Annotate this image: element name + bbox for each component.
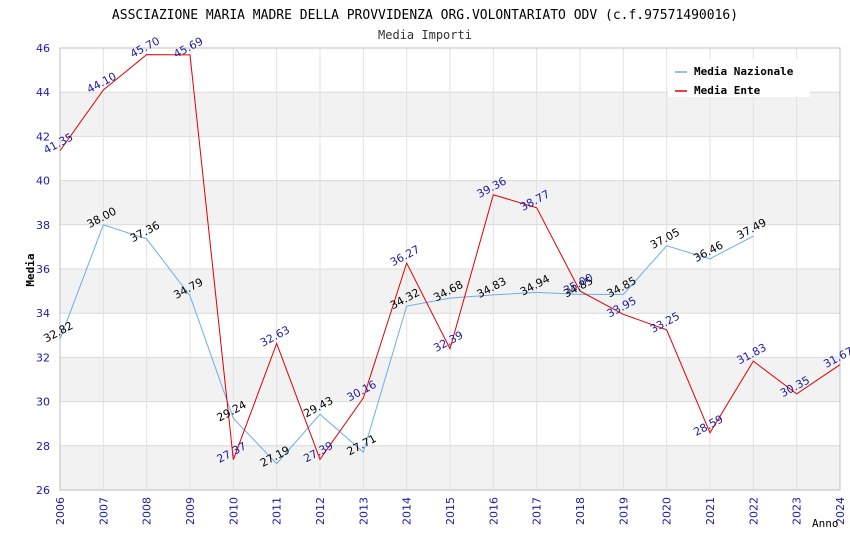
data-label-ente: 45.69 [171, 35, 205, 61]
legend-box [668, 59, 810, 97]
x-tick-label: 2011 [271, 497, 284, 525]
chart-title: ASSCIAZIONE MARIA MADRE DELLA PROVVIDENZ… [112, 8, 738, 23]
x-tick-label: 2021 [704, 497, 717, 525]
data-label-ente: 45.70 [128, 34, 162, 60]
axes [59, 47, 841, 491]
x-tick-label: 2008 [141, 497, 154, 525]
y-tick-label: 40 [36, 175, 50, 188]
y-tick-label: 28 [36, 440, 50, 453]
x-tick-label: 2009 [184, 497, 197, 525]
x-tick-label: 2022 [747, 497, 760, 525]
data-label-ente: 36.27 [388, 243, 422, 269]
plot-frame [59, 47, 841, 491]
series-line-ente [59, 54, 841, 461]
x-tick-label: 2017 [531, 497, 544, 525]
data-label-ente: 32.39 [431, 329, 465, 355]
x-tick-label: 2018 [574, 497, 587, 525]
data-label-nazionale: 36.46 [691, 239, 725, 265]
data-label-nazionale: 32.82 [41, 319, 75, 345]
y-axis-label: Media [24, 253, 37, 286]
y-tick-label: 38 [36, 219, 50, 232]
legend: Media Nazionale Media Ente [668, 59, 810, 97]
y-tick-label: 30 [36, 396, 50, 409]
y-tick-label: 34 [36, 307, 50, 320]
x-tick-label: 2007 [97, 497, 110, 525]
x-tick-label: 2013 [357, 497, 370, 525]
x-tick-label: 2010 [227, 497, 240, 525]
x-tick-label: 2024 [834, 497, 847, 525]
y-tick-label: 32 [36, 351, 50, 364]
data-label-nazionale: 29.24 [215, 398, 249, 424]
y-axis-ticks: 26 28 30 32 34 36 38 40 42 44 46 [36, 42, 50, 497]
y-tick-label: 26 [36, 484, 50, 497]
x-tick-label: 2019 [617, 497, 630, 525]
y-tick-label: 46 [36, 42, 50, 55]
y-tick-label: 36 [36, 263, 50, 276]
x-tick-label: 2012 [314, 497, 327, 525]
series-line-nazionale [59, 224, 754, 465]
chart-subtitle: Media Importi [378, 28, 472, 42]
x-tick-label: 2020 [661, 497, 674, 525]
x-axis-label: Anno [812, 517, 839, 530]
x-tick-label: 2016 [487, 497, 500, 525]
x-tick-label: 2006 [54, 497, 67, 525]
data-label-ente: 28.59 [691, 413, 725, 439]
x-tick-label: 2014 [401, 497, 414, 525]
data-label-ente: 32.63 [258, 323, 292, 349]
legend-label-nazionale: Media Nazionale [694, 65, 794, 78]
x-tick-label: 2015 [444, 497, 457, 525]
y-tick-label: 44 [36, 86, 50, 99]
legend-label-ente: Media Ente [694, 84, 761, 97]
y-tick-label: 42 [36, 130, 50, 143]
series-lines [59, 54, 841, 465]
x-tick-label: 2023 [791, 497, 804, 525]
x-axis-ticks: 2006 2007 2008 2009 2010 2011 2012 2013 2014 2015… [54, 497, 847, 525]
